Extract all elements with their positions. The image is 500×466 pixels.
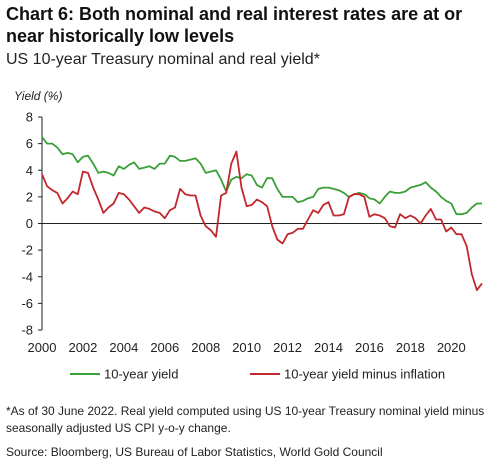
legend-label: 10-year yield	[104, 367, 178, 382]
x-tick-label: 2018	[396, 340, 425, 355]
plot-area	[41, 136, 483, 291]
x-tick-label: 2012	[273, 340, 302, 355]
axes: 8 6 4 2 0 -2 -4 -6 -8 2000 2002 2004 2006 2008 2010 201…	[21, 110, 482, 355]
y-tick-label: -8	[21, 323, 33, 338]
legend-label: 10-year yield minus inflation	[284, 367, 445, 382]
y-tick-label: 0	[26, 216, 33, 231]
series-line-real	[41, 150, 483, 291]
y-tick-label: 8	[26, 110, 33, 125]
x-tick-label: 2000	[28, 340, 57, 355]
x-tick-label: 2010	[232, 340, 261, 355]
legend: 10-year yield 10-year yield minus inflati…	[70, 367, 445, 382]
x-tick-label: 2014	[314, 340, 343, 355]
x-tick-label: 2016	[355, 340, 384, 355]
chart-title: Chart 6: Both nominal and real interest …	[6, 4, 463, 46]
y-tick-label: 2	[26, 189, 33, 204]
footnote: *As of 30 June 2022. Real yield computed…	[6, 404, 485, 435]
y-tick-label: 6	[26, 136, 33, 151]
y-axis-label: Yield (%)	[14, 89, 62, 103]
x-tick-label: 2006	[150, 340, 179, 355]
x-tick-label: 2008	[191, 340, 220, 355]
x-tick-label: 2004	[109, 340, 138, 355]
series-line-nominal	[41, 136, 482, 216]
y-tick-label: -6	[21, 296, 33, 311]
x-tick-label: 2002	[68, 340, 97, 355]
source-note: Source: Bloomberg, US Bureau of Labor St…	[6, 445, 383, 459]
x-tick-label: 2020	[437, 340, 466, 355]
y-tick-label: -2	[21, 243, 33, 258]
y-tick-label: 4	[26, 163, 33, 178]
line-chart: Yield (%) 8 6 4 2 0 -2 -4 -6 -8 2000 2002 2004 2006 2…	[14, 89, 483, 382]
chart-subtitle: US 10-year Treasury nominal and real yie…	[6, 51, 320, 68]
y-tick-label: -4	[21, 269, 33, 284]
